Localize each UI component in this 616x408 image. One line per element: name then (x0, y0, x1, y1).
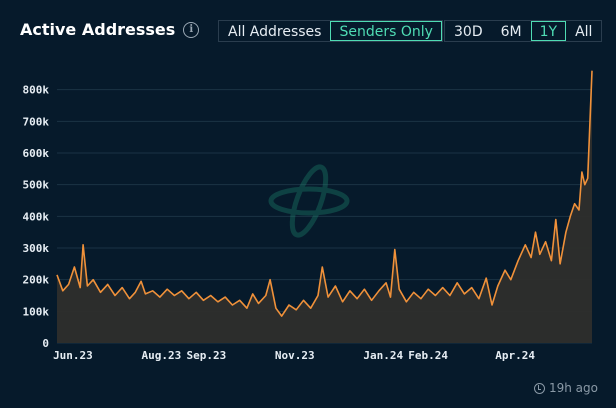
chart-title: Active Addresses i (20, 20, 200, 39)
y-tick-label: 600k (23, 147, 50, 160)
info-icon[interactable]: i (183, 21, 200, 38)
range-6m-button[interactable]: 6M (500, 24, 522, 40)
y-tick-label: 100k (23, 305, 50, 318)
range-30d-button[interactable]: 30D (454, 24, 483, 40)
y-tick-label: 400k (23, 210, 50, 223)
y-tick-label: 500k (23, 179, 50, 192)
watermark-logo (268, 164, 350, 238)
series-area (57, 70, 592, 343)
y-tick-label: 0 (42, 337, 49, 350)
last-updated: 19h ago (533, 381, 598, 395)
range-all-button[interactable]: All (575, 24, 593, 40)
x-tick-label: Nov.23 (275, 349, 315, 362)
time-range-toggle: 30D 6M 1Y All (444, 20, 603, 42)
x-tick-label: Aug.23 (142, 349, 182, 362)
clock-icon (533, 382, 545, 394)
page-title: Active Addresses (20, 20, 176, 39)
range-1y-button[interactable]: 1Y (530, 21, 567, 41)
y-tick-label: 300k (23, 242, 50, 255)
updated-text: 19h ago (548, 381, 598, 395)
y-tick-label: 200k (23, 274, 50, 287)
all-addresses-button[interactable]: All Addresses (228, 24, 322, 40)
address-type-toggle: All Addresses Senders Only (218, 20, 443, 42)
x-tick-label: Jun.23 (53, 349, 93, 362)
series-line (56, 70, 593, 317)
x-tick-label: Sep.23 (186, 349, 226, 362)
x-tick-label: Jan.24 (363, 349, 403, 362)
y-tick-label: 800k (23, 84, 50, 97)
x-tick-label: Apr.24 (495, 349, 535, 362)
senders-only-button[interactable]: Senders Only (330, 21, 442, 41)
x-tick-label: Feb.24 (408, 349, 448, 362)
y-tick-label: 700k (23, 115, 50, 128)
